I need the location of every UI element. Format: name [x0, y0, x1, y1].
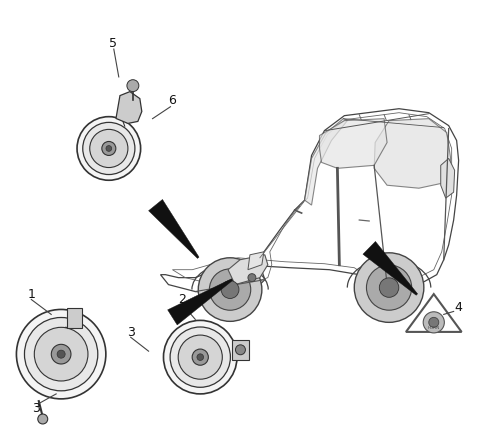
Text: 3: 3	[127, 326, 134, 339]
Text: 4: 4	[455, 301, 463, 314]
Polygon shape	[248, 252, 264, 270]
Circle shape	[209, 269, 251, 310]
Text: 1: 1	[27, 288, 35, 301]
Circle shape	[164, 320, 237, 394]
Polygon shape	[67, 308, 83, 328]
Text: 5: 5	[109, 37, 117, 50]
Polygon shape	[374, 118, 451, 188]
Polygon shape	[149, 199, 199, 259]
Polygon shape	[305, 118, 348, 205]
Circle shape	[423, 312, 444, 333]
Circle shape	[51, 344, 71, 364]
Circle shape	[38, 414, 48, 424]
Circle shape	[170, 327, 230, 387]
Polygon shape	[320, 118, 387, 168]
Circle shape	[354, 253, 424, 322]
Circle shape	[379, 278, 399, 297]
Circle shape	[198, 258, 262, 321]
Circle shape	[192, 349, 208, 365]
Circle shape	[197, 354, 204, 360]
Circle shape	[248, 274, 256, 282]
Circle shape	[366, 265, 412, 310]
Text: HORN: HORN	[428, 326, 440, 330]
Circle shape	[77, 117, 141, 180]
Circle shape	[236, 345, 245, 355]
Circle shape	[24, 317, 98, 391]
Text: 2: 2	[179, 293, 186, 306]
Circle shape	[106, 145, 112, 151]
Circle shape	[83, 122, 135, 175]
Polygon shape	[228, 255, 268, 285]
Circle shape	[102, 141, 116, 156]
Circle shape	[16, 309, 106, 399]
Circle shape	[34, 328, 88, 381]
Circle shape	[221, 281, 239, 298]
Polygon shape	[116, 91, 142, 123]
Circle shape	[127, 80, 139, 91]
Polygon shape	[363, 241, 418, 295]
Text: 3: 3	[32, 402, 40, 415]
Polygon shape	[441, 158, 455, 198]
Polygon shape	[231, 340, 250, 360]
Circle shape	[90, 130, 128, 168]
Circle shape	[178, 335, 222, 379]
Circle shape	[57, 350, 65, 358]
Text: 6: 6	[168, 94, 176, 107]
Polygon shape	[168, 279, 233, 325]
Circle shape	[429, 317, 439, 328]
